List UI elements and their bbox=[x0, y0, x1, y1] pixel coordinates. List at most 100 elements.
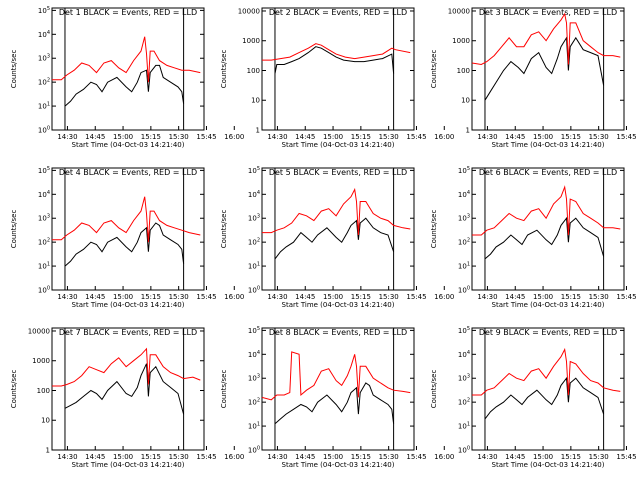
y-tick-label: 101 bbox=[458, 262, 470, 271]
x-tick-label: 16:00 bbox=[224, 133, 244, 141]
x-tick-label: 14:30 bbox=[267, 453, 287, 461]
x-tick-label: 14:45 bbox=[85, 133, 105, 141]
y-tick-label: 101 bbox=[458, 422, 470, 431]
y-tick-label: 1000 bbox=[242, 37, 260, 45]
y-tick-label: 100 bbox=[457, 67, 470, 75]
x-tick-label: 15:15 bbox=[141, 293, 161, 301]
y-axis-label: Counts/sec bbox=[10, 50, 18, 89]
y-tick-label: 105 bbox=[38, 166, 50, 175]
panel-title: Det 4 BLACK = Events, RED = LLD bbox=[59, 168, 197, 177]
x-axis-label: Start Time (04-Oct-03 14:21:40) bbox=[492, 301, 605, 309]
y-tick-label: 101 bbox=[248, 262, 260, 271]
x-tick-label: 14:30 bbox=[57, 133, 77, 141]
y-tick-label: 103 bbox=[38, 54, 50, 63]
x-axis-label: Start Time (04-Oct-03 14:21:40) bbox=[282, 461, 395, 469]
series-events-line bbox=[274, 217, 395, 260]
panel-9: Det 9 BLACK = Events, RED = LLD 100 101 102… bbox=[430, 326, 637, 469]
x-tick-label: 15:15 bbox=[351, 293, 371, 301]
y-tick-label: 100 bbox=[38, 126, 50, 135]
x-tick-label: 15:00 bbox=[113, 133, 133, 141]
y-tick-label: 105 bbox=[248, 326, 260, 335]
y-tick-label: 100 bbox=[248, 446, 260, 455]
x-tick-label: 15:30 bbox=[589, 293, 609, 301]
x-tick-label: 15:30 bbox=[379, 293, 399, 301]
series-lld-line bbox=[52, 196, 201, 243]
y-tick-label: 103 bbox=[458, 214, 470, 223]
panel-8: Det 8 BLACK = Events, RED = LLD 100 101 102… bbox=[220, 326, 454, 469]
plot-frame bbox=[51, 327, 205, 451]
x-tick-label: 15:30 bbox=[379, 133, 399, 141]
x-tick-label: 14:45 bbox=[295, 453, 315, 461]
y-tick-label: 101 bbox=[248, 422, 260, 431]
x-tick-label: 14:45 bbox=[505, 133, 525, 141]
y-axis-label: Counts/sec bbox=[220, 50, 228, 89]
y-tick-label: 103 bbox=[458, 374, 470, 383]
panel-title: Det 6 BLACK = Events, RED = LLD bbox=[479, 168, 617, 177]
x-tick-label: 14:45 bbox=[295, 293, 315, 301]
y-tick-label: 102 bbox=[38, 238, 50, 247]
series-events-line bbox=[274, 382, 395, 425]
y-tick-label: 10 bbox=[251, 97, 260, 105]
series-lld-line bbox=[472, 347, 621, 396]
y-tick-label: 10000 bbox=[238, 7, 260, 15]
y-tick-label: 104 bbox=[38, 30, 50, 39]
x-tick-label: 15:15 bbox=[351, 453, 371, 461]
y-tick-label: 1000 bbox=[32, 357, 50, 365]
y-tick-label: 102 bbox=[248, 398, 260, 407]
x-tick-label: 15:00 bbox=[323, 133, 343, 141]
plot-frame bbox=[51, 7, 205, 131]
y-tick-label: 105 bbox=[458, 326, 470, 335]
y-tick-label: 101 bbox=[38, 102, 50, 111]
y-tick-label: 102 bbox=[248, 238, 260, 247]
x-tick-label: 15:45 bbox=[196, 453, 216, 461]
y-tick-label: 102 bbox=[458, 238, 470, 247]
x-tick-label: 15:45 bbox=[616, 293, 636, 301]
series-lld-line bbox=[261, 351, 411, 401]
panel-title: Det 5 BLACK = Events, RED = LLD bbox=[269, 168, 407, 177]
x-axis-label: Start Time (04-Oct-03 14:21:40) bbox=[282, 141, 395, 149]
plot-frame bbox=[471, 167, 625, 291]
x-tick-label: 15:45 bbox=[196, 293, 216, 301]
x-tick-label: 15:00 bbox=[533, 293, 553, 301]
panel-title: Det 8 BLACK = Events, RED = LLD bbox=[269, 328, 407, 337]
x-tick-label: 14:30 bbox=[477, 133, 497, 141]
x-tick-label: 15:45 bbox=[616, 453, 636, 461]
y-tick-label: 100 bbox=[458, 446, 470, 455]
x-tick-label: 14:45 bbox=[85, 293, 105, 301]
panel-title: Det 9 BLACK = Events, RED = LLD bbox=[479, 328, 617, 337]
y-tick-label: 10 bbox=[461, 97, 470, 105]
x-tick-label: 15:00 bbox=[323, 293, 343, 301]
series-lld-line bbox=[262, 43, 411, 61]
x-tick-label: 15:30 bbox=[169, 293, 189, 301]
x-tick-label: 14:30 bbox=[477, 293, 497, 301]
series-events-line bbox=[64, 222, 185, 267]
x-axis-label: Start Time (04-Oct-03 14:21:40) bbox=[492, 461, 605, 469]
y-tick-label: 105 bbox=[458, 166, 470, 175]
x-axis-label: Start Time (04-Oct-03 14:21:40) bbox=[492, 141, 605, 149]
y-axis-label: Counts/sec bbox=[220, 370, 228, 409]
y-tick-label: 100 bbox=[248, 286, 260, 295]
panel-2: Det 2 BLACK = Events, RED = LLD 1 10 100 100… bbox=[220, 7, 454, 149]
x-tick-label: 15:45 bbox=[406, 293, 426, 301]
x-tick-label: 15:45 bbox=[406, 133, 426, 141]
plot-frame bbox=[261, 7, 415, 131]
x-tick-label: 16:00 bbox=[224, 293, 244, 301]
x-axis-label: Start Time (04-Oct-03 14:21:40) bbox=[282, 301, 395, 309]
x-tick-label: 15:15 bbox=[561, 293, 581, 301]
panel-title: Det 3 BLACK = Events, RED = LLD bbox=[479, 8, 617, 17]
y-tick-label: 103 bbox=[248, 214, 260, 223]
x-tick-label: 15:00 bbox=[113, 293, 133, 301]
series-events-line bbox=[484, 376, 605, 420]
y-axis-label: Counts/sec bbox=[430, 370, 438, 409]
y-tick-label: 100 bbox=[247, 67, 260, 75]
x-tick-label: 15:15 bbox=[141, 133, 161, 141]
x-tick-label: 15:00 bbox=[113, 453, 133, 461]
panel-6: Det 6 BLACK = Events, RED = LLD 100 101 102… bbox=[430, 166, 637, 309]
x-tick-label: 15:30 bbox=[589, 133, 609, 141]
y-tick-label: 1 bbox=[256, 127, 260, 135]
x-tick-label: 15:45 bbox=[616, 133, 636, 141]
x-tick-label: 14:30 bbox=[267, 133, 287, 141]
y-tick-label: 104 bbox=[458, 350, 470, 359]
y-tick-label: 105 bbox=[38, 6, 50, 15]
y-tick-label: 10000 bbox=[28, 327, 50, 335]
